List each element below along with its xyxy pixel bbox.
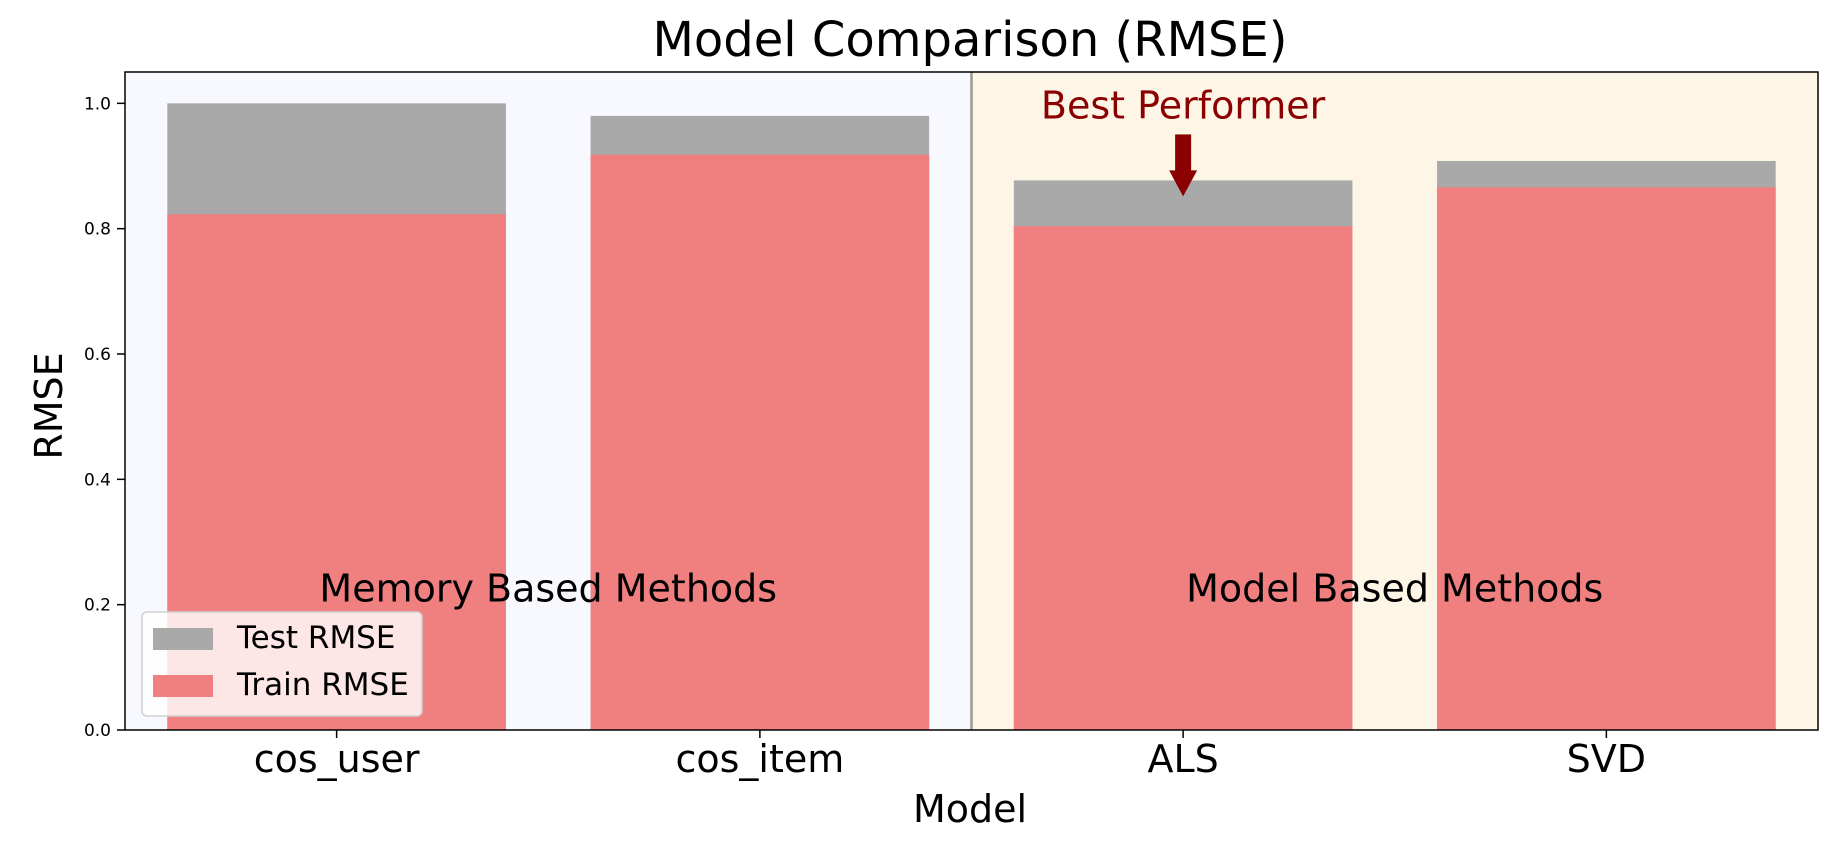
x-tick-label-2: ALS — [1147, 737, 1218, 781]
y-tick-label-1: 0.2 — [84, 596, 111, 616]
legend-swatch-1 — [153, 675, 213, 697]
plot-frame — [124, 71, 1819, 731]
y-tick-label-3: 0.6 — [84, 345, 111, 365]
y-tick-label-5: 1.0 — [84, 94, 111, 114]
legend: Test RMSE Train RMSE — [141, 611, 423, 717]
legend-label-0: Test RMSE — [236, 620, 395, 656]
bar-train-rmse-cos_item — [590, 154, 930, 731]
chart-title: Model Comparison (RMSE) — [652, 12, 1287, 68]
x-tick-label-1: cos_item — [675, 737, 844, 781]
x-tick-label-3: SVD — [1567, 737, 1646, 781]
y-axis-label: RMSE — [27, 352, 71, 459]
region-label-1: Model Based Methods — [1186, 567, 1603, 611]
annotation-arrow-head — [1169, 170, 1198, 197]
bar-train-rmse-SVD — [1437, 187, 1776, 731]
bar-train-rmse-ALS — [1013, 226, 1353, 730]
annotation: Best Performer — [1041, 83, 1326, 197]
x-axis-label: Model — [913, 787, 1027, 831]
legend-swatch-0 — [153, 628, 213, 650]
axes: 0.0 0.2 0.4 0.6 0.8 1.0 cos_user cos_item ALS SVD — [84, 71, 1819, 781]
legend-label-1: Train RMSE — [236, 667, 409, 703]
bars — [167, 103, 1776, 731]
annotation-arrow-shaft — [1175, 134, 1192, 175]
region-labels: Memory Based Methods Model Based Methods — [319, 567, 1603, 611]
y-tick-label-2: 0.4 — [84, 470, 111, 490]
annotation-text: Best Performer — [1041, 83, 1326, 127]
y-tick-label-0: 0.0 — [84, 721, 111, 741]
region-label-0: Memory Based Methods — [319, 567, 777, 611]
y-tick-label-4: 0.8 — [84, 220, 111, 240]
x-tick-label-0: cos_user — [254, 737, 420, 781]
